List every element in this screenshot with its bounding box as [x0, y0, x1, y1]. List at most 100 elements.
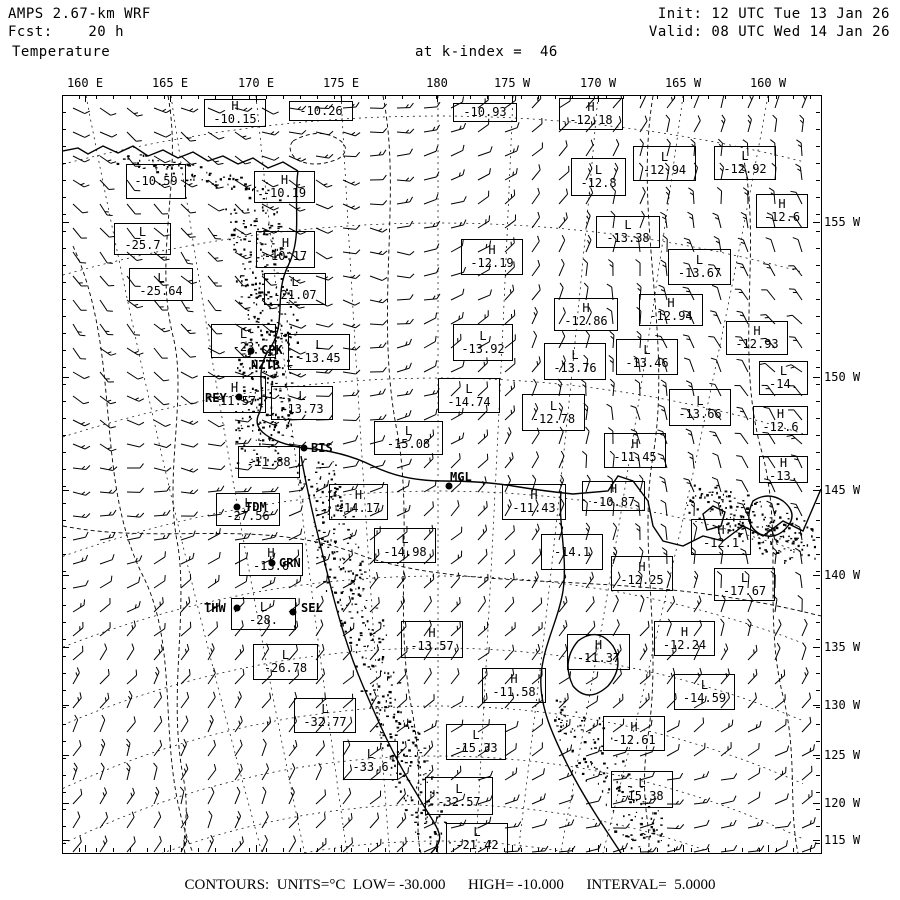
extremum-type: H [638, 559, 646, 574]
axis-tick [657, 95, 658, 99]
axis-tick [164, 95, 165, 99]
extremum-label-box: H -12.61 [603, 716, 665, 751]
axis-tick [62, 197, 66, 198]
axis-tick [453, 95, 454, 99]
axis-tick [62, 575, 69, 576]
axis-tick [589, 848, 590, 852]
top-axis-label: 180 [426, 76, 448, 90]
right-axis-label: 155 W [824, 215, 861, 229]
axis-tick [62, 840, 69, 841]
top-axis-label: 175 E [322, 76, 360, 90]
station-label: SEL [301, 601, 323, 615]
axis-tick [385, 95, 386, 99]
extremum-label-box: H -13.57 [401, 621, 463, 658]
extremum-label-box: L -13.45 [288, 334, 350, 370]
extremum-type: L [465, 381, 473, 396]
extremum-value: -14.1 [553, 544, 591, 559]
extremum-value: -10.15 [213, 112, 257, 126]
axis-tick [674, 848, 675, 852]
extremum-label-box: H -10.15 [204, 99, 266, 127]
extremum-value: -12.78 [531, 411, 576, 426]
axis-tick [816, 129, 820, 130]
extremum-label-box: L -28. [231, 598, 296, 630]
axis-tick [816, 316, 820, 317]
axis-tick [453, 848, 454, 852]
axis-tick [62, 809, 66, 810]
axis-tick [816, 95, 820, 96]
extremum-value: -10.19 [262, 186, 307, 200]
axis-tick [816, 775, 820, 776]
axis-tick [85, 95, 86, 102]
axis-tick [79, 95, 80, 99]
extremum-type: L [404, 424, 413, 438]
axis-tick [816, 452, 820, 453]
axis-tick [419, 95, 420, 99]
axis-tick [813, 490, 820, 491]
axis-tick [810, 95, 811, 99]
right-axis-label: 135 W [824, 640, 861, 654]
axis-tick [62, 377, 69, 378]
extremum-label-box: L -14.74 [438, 378, 500, 413]
axis-tick [606, 848, 607, 852]
station-dot [247, 347, 255, 355]
right-axis-label: 130 W [824, 698, 861, 712]
axis-tick [62, 418, 66, 419]
extremum-label-box: L -33.6 [343, 741, 398, 780]
axis-tick [62, 384, 66, 385]
axis-tick [623, 95, 624, 99]
extremum-label-box: H -12.24 [654, 621, 715, 656]
extremum-label-box: H -12.19 [461, 239, 523, 275]
axis-tick [62, 758, 66, 759]
axis-tick [816, 707, 820, 708]
axis-tick [62, 316, 66, 317]
station-label: GRN [279, 556, 301, 570]
extremum-value: -21.42 [455, 837, 499, 852]
extremum-label-box: L -13.66 [669, 389, 731, 426]
extremum-value: -28. [249, 613, 278, 627]
axis-tick [816, 622, 820, 623]
axis-tick [62, 490, 69, 491]
extremum-label-box: L -12.94 [633, 146, 696, 181]
axis-tick [256, 845, 257, 852]
valid-time: Valid: 08 UTC Wed 14 Jan 26 [648, 24, 890, 40]
axis-tick [813, 647, 820, 648]
axis-tick [317, 95, 318, 99]
axis-tick [816, 367, 820, 368]
axis-tick [170, 95, 171, 102]
station-dot [233, 503, 241, 511]
axis-tick [334, 848, 335, 852]
axis-tick [436, 848, 437, 852]
axis-tick [147, 95, 148, 99]
extremum-label-box: H -12.6 [756, 194, 808, 228]
extremum-type: H [587, 100, 595, 114]
extremum-value: -11.88 [247, 454, 291, 469]
extremum-value: -12.86 [564, 313, 608, 328]
axis-tick [198, 848, 199, 852]
axis-tick [62, 248, 66, 249]
axis-tick [487, 848, 488, 852]
extremum-label-box: L -32.77 [294, 698, 356, 733]
extremum-type: L [594, 163, 603, 177]
axis-tick [437, 845, 438, 852]
station-label: THW [204, 601, 226, 615]
extremum-value: -15.33 [454, 741, 498, 755]
axis-tick [62, 163, 66, 164]
extremum-type: L [401, 531, 409, 546]
extremum-label-box: -10.26 [289, 101, 353, 121]
axis-tick [816, 486, 820, 487]
extremum-type: L [455, 782, 463, 796]
axis-tick [62, 741, 66, 742]
extremum-value: -13.38 [606, 231, 650, 245]
axis-tick [623, 848, 624, 852]
axis-tick [96, 848, 97, 852]
extremum-type: L [549, 398, 558, 413]
extremum-value: -12.6 [762, 419, 799, 434]
extremum-value: -12.18 [569, 113, 613, 127]
extremum-label-box: H -12.18 [559, 98, 623, 130]
extremum-value: -32.77 [303, 714, 347, 729]
axis-tick [266, 848, 267, 852]
extremum-type: L [321, 701, 329, 716]
axis-tick [816, 418, 820, 419]
axis-tick [816, 758, 820, 759]
